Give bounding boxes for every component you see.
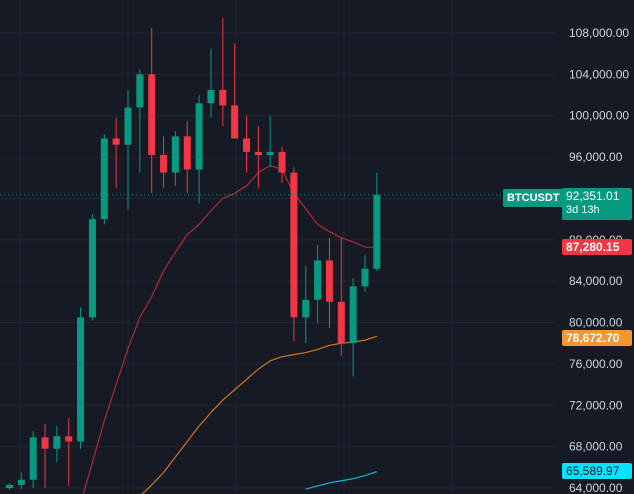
candle-body bbox=[325, 260, 333, 302]
candle-body bbox=[278, 151, 286, 173]
ma-orange-price-label: 78,672.70 bbox=[562, 330, 632, 346]
candle-body bbox=[349, 286, 357, 344]
price-axis-tick-label: 76,000.00 bbox=[569, 357, 623, 371]
candle-body bbox=[195, 103, 203, 170]
candle-body bbox=[314, 260, 322, 300]
candle-body bbox=[112, 138, 120, 145]
candle-body bbox=[53, 436, 61, 449]
symbol-label: BTCUSDT bbox=[503, 189, 564, 207]
candle-body bbox=[183, 136, 191, 170]
moving-average-line-3 bbox=[305, 470, 378, 490]
price-axis-tick-label: 84,000.00 bbox=[569, 274, 623, 288]
candle-body bbox=[302, 299, 310, 318]
ma-cyan-price-label: 65,589.97 bbox=[562, 463, 632, 479]
candle-body bbox=[337, 301, 345, 344]
candle-body bbox=[219, 89, 227, 106]
candle-body bbox=[6, 484, 13, 488]
price-axis-tick-label: 68,000.00 bbox=[569, 440, 623, 454]
price-axis-tick-label: 72,000.00 bbox=[569, 398, 623, 412]
candle-body bbox=[65, 436, 73, 442]
last-price-label: 92,351.01 3d 13h bbox=[562, 188, 632, 220]
price-axis-tick-label: 80,000.00 bbox=[569, 316, 623, 330]
candle-body bbox=[77, 317, 85, 442]
candle-body bbox=[100, 138, 108, 220]
ma-red-price-label: 87,280.15 bbox=[562, 239, 632, 255]
candle-body bbox=[29, 437, 37, 480]
candle-body bbox=[266, 151, 274, 156]
candle-body bbox=[88, 219, 96, 318]
candle-body bbox=[171, 136, 179, 173]
candle-body bbox=[17, 479, 25, 485]
candle-body bbox=[373, 194, 381, 269]
candle-body bbox=[254, 151, 262, 156]
price-axis-tick-label: 108,000.00 bbox=[569, 26, 629, 40]
candle-body bbox=[148, 74, 156, 156]
candle-body bbox=[41, 437, 49, 449]
candle-body bbox=[136, 74, 144, 108]
candle-body bbox=[124, 107, 132, 145]
candle-countdown: 3d 13h bbox=[566, 204, 600, 216]
candle-body bbox=[160, 155, 168, 173]
candle-body bbox=[243, 138, 250, 152]
candle-body bbox=[207, 89, 215, 104]
candle-body bbox=[290, 172, 298, 318]
candle-body bbox=[361, 268, 369, 287]
price-axis-tick-label: 64,000.00 bbox=[569, 481, 623, 494]
price-axis-tick-label: 104,000.00 bbox=[569, 67, 629, 81]
last-price-value: 92,351.01 bbox=[566, 189, 620, 203]
price-axis-tick-label: 100,000.00 bbox=[569, 109, 629, 123]
price-axis-tick-label: 96,000.00 bbox=[569, 150, 623, 164]
moving-average-line-2 bbox=[141, 335, 378, 494]
moving-average-line-1 bbox=[82, 164, 377, 494]
candle-body bbox=[231, 105, 239, 139]
